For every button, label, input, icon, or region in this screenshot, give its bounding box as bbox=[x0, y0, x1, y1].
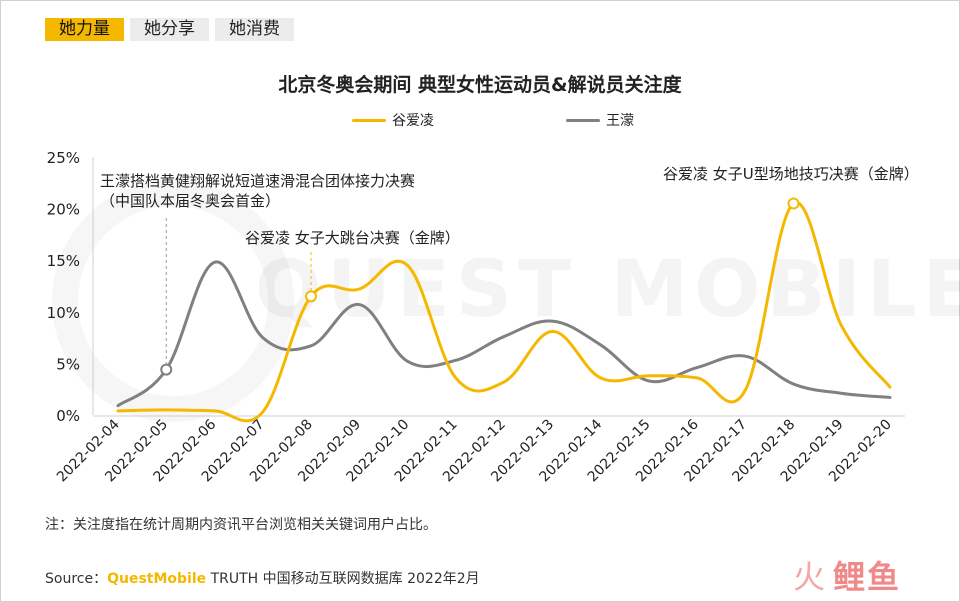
footnote: 注：关注度指在统计周期内资讯平台浏览相关关键词用户占比。 bbox=[45, 517, 437, 533]
chart-title: 北京冬奥会期间 典型女性运动员&解说员关注度 bbox=[278, 74, 682, 96]
source-suffix: TRUTH 中国移动互联网数据库 2022年2月 bbox=[206, 571, 480, 587]
legend-swatch-gu-ailing bbox=[352, 118, 386, 122]
tab-her-consume[interactable]: 她消费 bbox=[215, 18, 294, 41]
legend-item-wang-meng: 王濛 bbox=[566, 110, 634, 130]
series-line-gu-ailing bbox=[116, 201, 892, 423]
tab-her-power[interactable]: 她力量 bbox=[45, 18, 124, 41]
annotation-marker bbox=[160, 363, 173, 376]
brand-logo-text: 鲤鱼 bbox=[833, 558, 902, 596]
legend-label-gu-ailing: 谷爱凌 bbox=[392, 113, 434, 129]
y-tick-label: 10% bbox=[47, 304, 80, 322]
annotation-label: 谷爱凌 女子U型场地技巧决赛（金牌） bbox=[663, 165, 919, 183]
legend-item-gu-ailing: 谷爱凌 bbox=[352, 110, 434, 130]
brand-logo: 火 鲤鱼 bbox=[793, 552, 901, 598]
series-line-wang-meng bbox=[116, 260, 892, 408]
chart-legend: 谷爱凌 王濛 bbox=[0, 110, 960, 132]
legend-swatch-wang-meng bbox=[566, 118, 600, 122]
annotation-label: 王濛搭档黄健翔解说短道速滑混合团体接力决赛 bbox=[100, 172, 415, 190]
annotation-marker bbox=[305, 290, 317, 303]
annotation-marker bbox=[787, 197, 800, 210]
tab-bar: 她力量 她分享 她消费 bbox=[45, 18, 294, 41]
annotation-label: （中国队本届冬奥会首金） bbox=[100, 192, 280, 210]
brand-logo-fire: 火 bbox=[793, 558, 828, 596]
source-brand: QuestMobile bbox=[107, 571, 207, 587]
annotation-layer: 王濛搭档黄健翔解说短道速滑混合团体接力决赛 （中国队本届冬奥会首金） 谷爱凌 女子大… bbox=[100, 165, 919, 376]
source-prefix: Source： bbox=[45, 571, 108, 587]
tab-her-share[interactable]: 她分享 bbox=[130, 18, 209, 41]
y-tick-label: 5% bbox=[56, 355, 80, 373]
y-tick-label: 25% bbox=[47, 149, 80, 167]
y-tick-label: 20% bbox=[47, 201, 80, 219]
y-tick-label: 15% bbox=[47, 252, 80, 270]
line-layer bbox=[116, 201, 892, 423]
y-tick-label: 0% bbox=[56, 407, 80, 425]
annotation-label: 谷爱凌 女子大跳台决赛（金牌） bbox=[245, 229, 460, 247]
source-line: Source：QuestMobile TRUTH 中国移动互联网数据库 2022… bbox=[45, 568, 480, 588]
legend-label-wang-meng: 王濛 bbox=[606, 113, 634, 129]
watermark-text: QUEST MOBILE bbox=[255, 245, 960, 335]
